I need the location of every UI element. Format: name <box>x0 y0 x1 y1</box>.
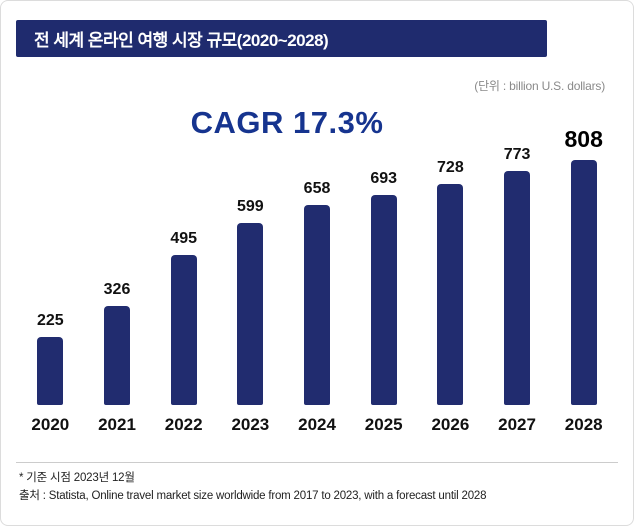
bar <box>237 223 264 405</box>
title-banner: 전 세계 온라인 여행 시장 규모(2020~2028) <box>16 20 547 57</box>
chart-column: 693 2025 <box>350 119 417 435</box>
chart-column: 773 2027 <box>484 119 551 435</box>
bar-value-label: 599 <box>237 198 264 215</box>
x-axis-label: 2024 <box>298 415 336 434</box>
bar-value-label: 326 <box>103 281 131 298</box>
bar-chart: 225 2020 326 2021 495 2022 599 2023 658 2024 693 20… <box>17 119 617 435</box>
bar <box>170 255 197 405</box>
base-date-note: * 기준 시점 2023년 12월 <box>19 472 135 484</box>
chart-column: 728 2026 <box>417 119 484 435</box>
x-axis-label: 2028 <box>564 415 603 434</box>
chart-column: 808 2028 <box>550 119 617 435</box>
bar <box>37 337 64 405</box>
x-axis-label: 2026 <box>431 415 470 434</box>
bar <box>437 184 464 405</box>
bar <box>570 160 597 405</box>
unit-label: (단위 : billion U.S. dollars) <box>474 79 605 93</box>
bar <box>370 195 397 405</box>
bar-value-label: 495 <box>170 230 198 247</box>
bar-value-label: 658 <box>303 180 331 197</box>
bar-value-label: 808 <box>564 126 603 152</box>
bar <box>104 306 130 405</box>
bar-value-label: 225 <box>36 312 64 329</box>
bar-value-label: 728 <box>437 159 464 176</box>
page-title: 전 세계 온라인 여행 시장 규모(2020~2028) <box>34 31 329 50</box>
footnotes: * 기준 시점 2023년 12월 출처 : Statista, Online … <box>19 469 621 505</box>
source-note: 출처 : Statista, Online travel market size… <box>19 490 487 502</box>
x-axis-label: 2025 <box>364 415 403 434</box>
bar-value-label: 693 <box>370 170 398 187</box>
x-axis-label: 2027 <box>498 415 536 434</box>
chart-column: 599 2023 <box>217 119 284 435</box>
footer-divider <box>16 462 618 463</box>
bar <box>304 205 331 405</box>
x-axis-label: 2022 <box>164 415 203 434</box>
chart-column: 495 2022 <box>150 119 217 435</box>
chart-column: 326 2021 <box>84 119 151 435</box>
bar <box>504 171 531 405</box>
x-axis-label: 2020 <box>31 415 70 434</box>
chart-column: 225 2020 <box>17 119 84 435</box>
x-axis-label: 2021 <box>98 415 136 434</box>
x-axis-label: 2023 <box>231 415 270 434</box>
cagr-annotation: CAGR 17.3% <box>190 105 384 140</box>
bar-value-label: 773 <box>503 146 531 163</box>
chart-column: 658 2024 <box>284 119 351 435</box>
